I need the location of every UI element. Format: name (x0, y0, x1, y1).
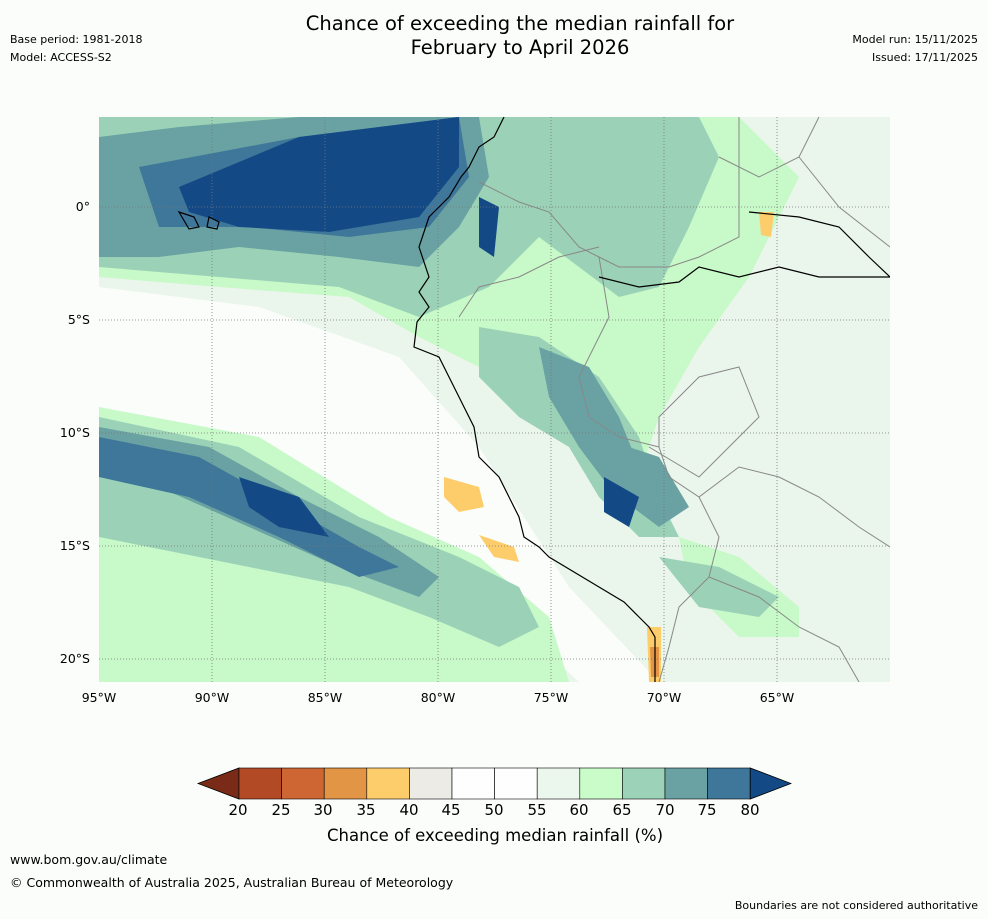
longitude-label-95w: 95°W (81, 690, 117, 705)
colorbar-tick-55: 55 (527, 801, 547, 819)
colorbar-segment-75-80 (707, 767, 751, 800)
colorbar-segment-40-45 (409, 767, 453, 800)
copyright-text: © Commonwealth of Australia 2025, Austra… (10, 875, 454, 890)
forecast-metadata-right: Model run: 15/11/2025 Issued: 17/11/2025 (852, 31, 978, 67)
title-line-1: Chance of exceeding the median rainfall … (305, 12, 735, 35)
contour-band-above-80-andes (479, 197, 499, 257)
colorbar-segment-25-30 (281, 767, 325, 800)
contour-band-35-40-northeast (759, 212, 774, 237)
contour-band-above-80-peru (604, 477, 639, 527)
contour-band-35-40-south (479, 535, 519, 562)
colorbar-tick-70: 70 (655, 801, 675, 819)
colorbar-segment-70-75 (664, 767, 708, 800)
base-period-text: Base period: 1981-2018 (10, 33, 143, 46)
latitude-label-0: 0° (75, 199, 90, 214)
model-name-text: Model: ACCESS-S2 (10, 51, 112, 64)
model-run-text: Model run: 15/11/2025 (852, 33, 978, 46)
colorbar-segment-55-60 (536, 767, 581, 800)
title-line-2: February to April 2026 (410, 36, 630, 59)
coastlines (177, 117, 890, 682)
contour-band-above-80-south (239, 477, 329, 537)
colorbar-tick-80: 80 (740, 801, 760, 819)
country-borders (458, 117, 890, 682)
contour-band-above-80 (179, 117, 459, 232)
colorbar-segment-30-35 (323, 767, 368, 800)
longitude-label-65w: 65°W (759, 690, 795, 705)
rainfall-probability-map (99, 117, 890, 682)
forecast-metadata-left: Base period: 1981-2018 Model: ACCESS-S2 (10, 31, 142, 67)
colorbar-tick-20: 20 (228, 801, 248, 819)
colorbar-legend (197, 767, 792, 800)
longitude-label-90w: 90°W (194, 690, 230, 705)
page-title: Chance of exceeding the median rainfall … (220, 12, 820, 60)
longitude-label-70w: 70°W (646, 690, 682, 705)
colorbar-segment-65-70 (622, 767, 666, 800)
colorbar-tick-30: 30 (313, 801, 333, 819)
contour-band-35-40-coast (444, 477, 484, 512)
colorbar-segment-45-50 (451, 767, 495, 800)
colorbar-segment-20-25 (238, 767, 282, 800)
longitude-label-85w: 85°W (307, 690, 343, 705)
colorbar-tick-25: 25 (271, 801, 291, 819)
colorbar-tick-40: 40 (399, 801, 419, 819)
issued-date-text: Issued: 17/11/2025 (871, 51, 978, 64)
colorbar-tick-35: 35 (356, 801, 376, 819)
colorbar-tick-60: 60 (569, 801, 589, 819)
contour-band-65-70-bolivia (659, 557, 779, 617)
colorbar-segment-60-65 (579, 767, 623, 800)
colorbar-arrow-below-20 (197, 767, 240, 800)
colorbar-title: Chance of exceeding median rainfall (%) (326, 826, 664, 845)
colorbar-tick-65: 65 (612, 801, 632, 819)
longitude-label-80w: 80°W (420, 690, 456, 705)
latitude-label-5s: 5°S (67, 312, 90, 327)
colorbar-tick-75: 75 (697, 801, 717, 819)
latitude-label-15s: 15°S (59, 538, 90, 553)
contour-band-70-75-east (599, 437, 689, 527)
colorbar-tick-50: 50 (484, 801, 504, 819)
boundary-disclaimer-text: Boundaries are not considered authoritat… (734, 899, 978, 912)
colorbar-segment-50-55 (494, 767, 538, 800)
map-gridlines (99, 117, 890, 682)
latitude-label-20s: 20°S (59, 651, 90, 666)
latitude-label-10s: 10°S (59, 425, 90, 440)
map-canvas (99, 117, 890, 682)
colorbar-arrow-above-80 (749, 767, 792, 800)
colorbar-tick-45: 45 (441, 801, 461, 819)
colorbar-segment-35-40 (366, 767, 410, 800)
website-url-text: www.bom.gov.au/climate (10, 852, 168, 867)
longitude-label-75w: 75°W (533, 690, 569, 705)
